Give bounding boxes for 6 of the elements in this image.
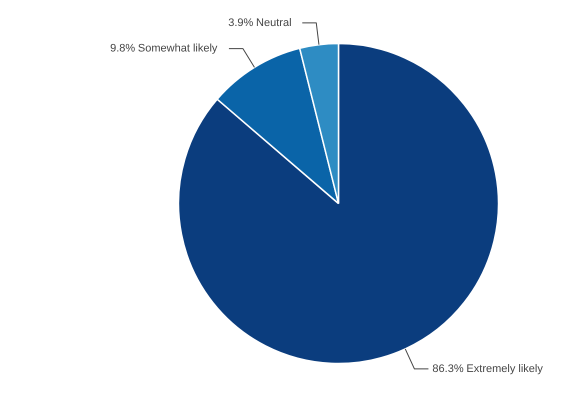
slice-label: Extremely likely [466,362,544,375]
slice-label: Neutral [256,16,292,29]
data-label: 3.9% [228,16,254,29]
data-label: 86.3% [432,362,464,375]
slice-label: Somewhat likely [138,42,218,55]
data-label: 9.8% [110,42,136,55]
